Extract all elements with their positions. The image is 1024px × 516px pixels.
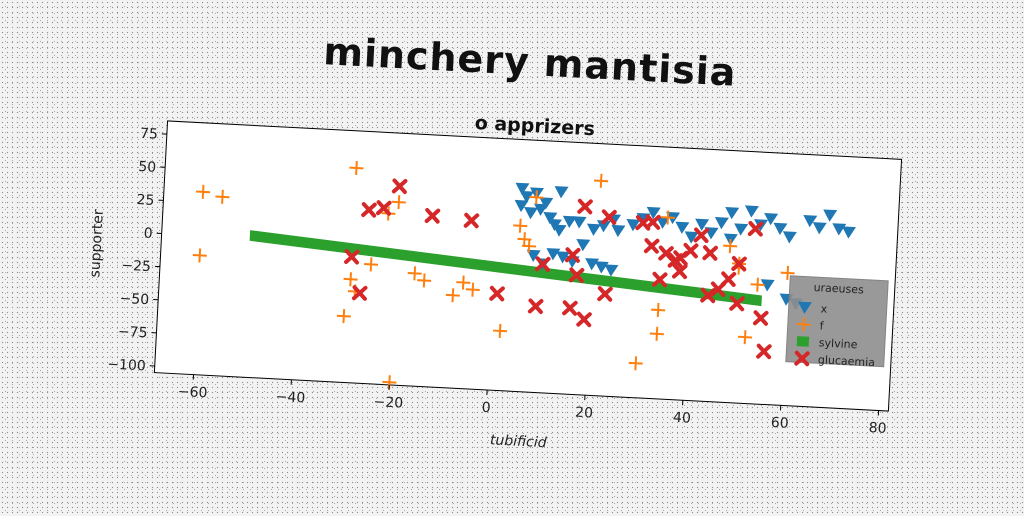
y-tick-label: −25 <box>121 258 151 276</box>
x-tick-label: 40 <box>673 410 692 427</box>
x-tick-label: 0 <box>481 400 491 416</box>
y-axis-label: supporter <box>87 209 107 278</box>
x-tick-label: 20 <box>575 405 594 422</box>
x-tick-label: −40 <box>275 389 305 407</box>
x-axis-label: tubificid <box>490 432 548 451</box>
y-tick-label: −75 <box>117 324 147 342</box>
legend-title: uraeuses <box>813 281 864 297</box>
x-tick-label: −60 <box>177 384 207 402</box>
y-tick-label: 50 <box>138 159 157 176</box>
chart-title: o apprizers <box>474 112 595 140</box>
legend-marker-sylvine <box>797 336 810 347</box>
y-tick-label: 25 <box>136 192 155 209</box>
legend-label-sylvine: sylvine <box>819 336 858 351</box>
y-tick-label: 75 <box>140 126 159 143</box>
x-tick-label: 60 <box>770 415 789 432</box>
y-tick-label: −100 <box>107 356 146 374</box>
x-tick-label: 80 <box>868 420 887 437</box>
legend-label-x: x <box>820 302 828 315</box>
y-tick-label: −50 <box>119 291 149 309</box>
y-tick-label: 0 <box>143 226 153 242</box>
x-tick-label: −20 <box>373 394 403 412</box>
